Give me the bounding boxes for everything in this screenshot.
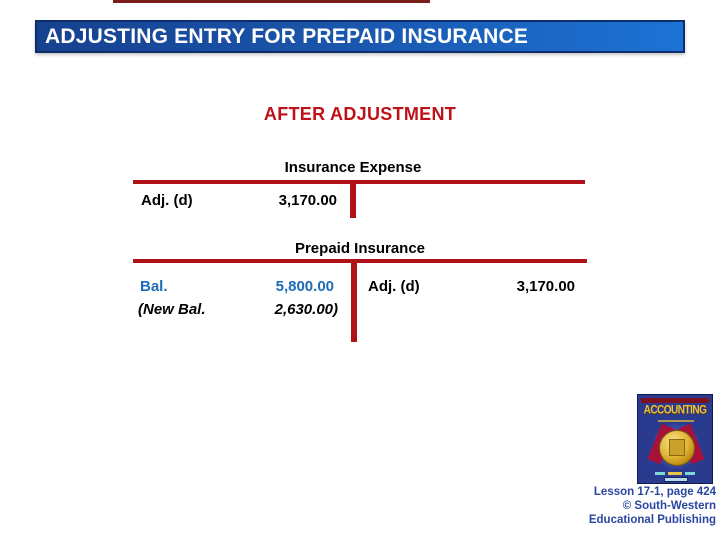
entry-label: (New Bal. (138, 301, 206, 318)
book-title: ACCOUNTING (643, 404, 707, 417)
book-footer-text-dashes (638, 472, 712, 475)
slide-title: ADJUSTING ENTRY FOR PREPAID INSURANCE (45, 24, 529, 48)
textbook-cover: ACCOUNTING (637, 394, 713, 484)
entry-label: Adj. (d) (368, 278, 420, 295)
entry-label: Bal. (140, 278, 168, 295)
footer-credits: Lesson 17-1, page 424 © South-Western Ed… (589, 485, 716, 527)
title-bar: ADJUSTING ENTRY FOR PREPAID INSURANCE (35, 20, 685, 53)
gold-seal-icon (659, 430, 695, 466)
account-name: Prepaid Insurance (294, 240, 426, 257)
t-account-top-rule (133, 259, 587, 263)
book-top-band (641, 398, 709, 403)
after-adjustment-heading: AFTER ADJUSTMENT (263, 104, 457, 124)
seal-emblem (669, 439, 685, 456)
entry-amount: 2,630.00) (274, 301, 338, 318)
entry-amount: 3,170.00 (278, 192, 337, 209)
entry-amount: 5,800.00 (275, 278, 334, 295)
t-account-top-rule (133, 180, 585, 184)
footer-publisher-line: Educational Publishing (588, 514, 716, 526)
footer-copyright-line: © South-Western (622, 500, 716, 512)
book-subtitle-line (658, 420, 694, 422)
book-edition-badge (664, 477, 688, 482)
entry-label: Adj. (d) (141, 192, 193, 209)
t-account-divider (351, 259, 357, 342)
entry-amount: 3,170.00 (516, 278, 575, 295)
account-name: Insurance Expense (284, 159, 422, 176)
t-account-divider (350, 180, 356, 218)
top-accent-strip (113, 0, 430, 3)
footer-lesson-line: Lesson 17-1, page 424 (593, 486, 716, 498)
